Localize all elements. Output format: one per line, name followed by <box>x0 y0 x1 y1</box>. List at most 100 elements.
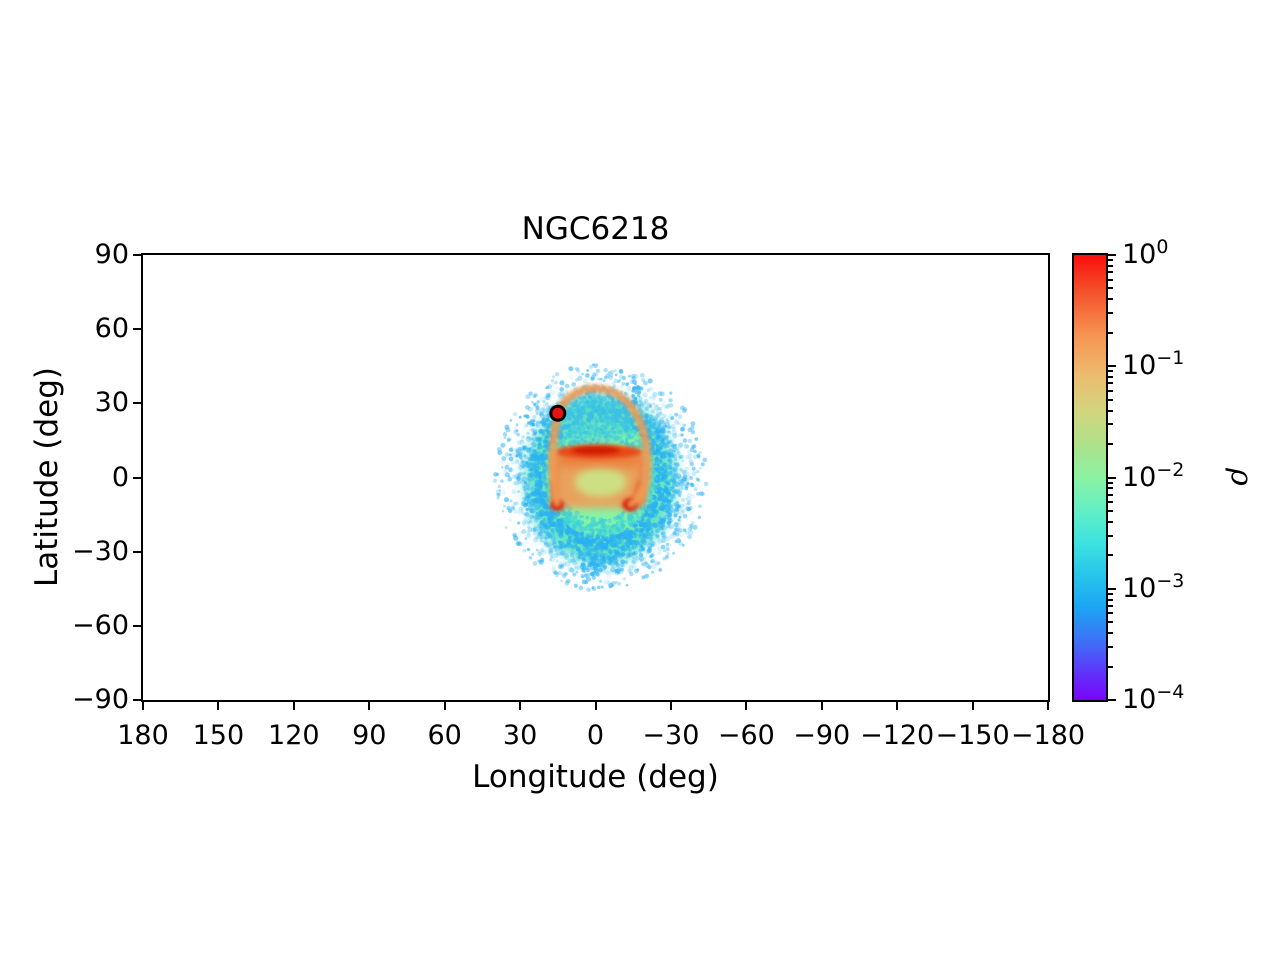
density-map <box>493 363 709 592</box>
colorbar-tick-base: 10 <box>1122 684 1157 715</box>
colorbar-minor-tick <box>1108 592 1113 595</box>
colorbar-tick-base: 10 <box>1122 239 1157 270</box>
x-tick-mark <box>368 702 371 710</box>
colorbar-minor-tick <box>1108 376 1113 379</box>
x-tick-label: −150 <box>935 720 1010 751</box>
colorbar-minor-tick <box>1108 509 1113 512</box>
x-tick-mark <box>669 702 672 710</box>
y-tick-mark <box>133 699 141 701</box>
x-tick-mark <box>217 702 220 710</box>
y-tick-label: 0 <box>111 461 129 493</box>
upper-caustic-band <box>555 444 642 468</box>
y-tick-mark <box>133 254 141 256</box>
x-tick-mark <box>896 702 899 710</box>
y-tick-label: 90 <box>94 239 129 270</box>
colorbar-minor-tick <box>1108 287 1113 290</box>
colorbar-minor-tick <box>1108 554 1113 557</box>
y-tick-label: −90 <box>72 684 129 715</box>
colorbar-minor-tick <box>1108 278 1113 281</box>
y-tick-label: −60 <box>72 609 129 641</box>
x-tick-mark <box>292 702 295 710</box>
plot-area <box>141 253 1050 702</box>
colorbar-tick-exponent: −4 <box>1156 681 1185 703</box>
colorbar-minor-tick <box>1108 370 1113 373</box>
colorbar-major-tick <box>1108 365 1116 368</box>
colorbar-major-tick <box>1108 587 1116 590</box>
colorbar-major-tick <box>1108 476 1116 479</box>
x-tick-label: 150 <box>192 720 245 751</box>
colorbar-label: ρ <box>1223 468 1259 486</box>
x-tick-label: 0 <box>586 720 605 751</box>
colorbar-minor-tick <box>1108 331 1113 334</box>
colorbar-minor-tick <box>1108 271 1113 274</box>
colorbar-tick-base: 10 <box>1122 572 1157 604</box>
colorbar <box>1072 253 1108 702</box>
colorbar-tick-label: 10−4 <box>1122 681 1185 717</box>
x-tick-label: −30 <box>642 720 700 751</box>
colorbar-minor-tick <box>1108 645 1113 648</box>
x-tick-label: 120 <box>268 720 320 751</box>
x-tick-label: 180 <box>117 720 169 751</box>
colorbar-minor-tick <box>1108 487 1113 490</box>
y-tick-mark <box>133 624 141 627</box>
colorbar-minor-tick <box>1108 621 1113 624</box>
colorbar-tick-exponent: −1 <box>1156 347 1185 370</box>
colorbar-tick-base: 10 <box>1122 350 1157 382</box>
colorbar-tick-label: 10−3 <box>1122 569 1185 606</box>
y-tick-label: −30 <box>72 535 129 567</box>
stream-arc <box>548 384 652 508</box>
x-tick-label: 30 <box>502 720 538 751</box>
colorbar-tick-label: 100 <box>1122 236 1169 272</box>
x-tick-label: −90 <box>793 720 851 751</box>
colorbar-minor-tick <box>1108 259 1113 262</box>
colorbar-minor-tick <box>1108 389 1113 392</box>
y-tick-label: 60 <box>94 313 129 345</box>
colorbar-minor-tick <box>1108 312 1113 315</box>
x-tick-mark <box>820 702 823 710</box>
x-tick-mark <box>594 702 597 710</box>
x-tick-mark <box>1047 702 1049 710</box>
colorbar-major-tick <box>1108 254 1116 256</box>
colorbar-minor-tick <box>1108 534 1113 537</box>
colorbar-tick-exponent: −2 <box>1156 458 1185 481</box>
y-tick-mark <box>133 476 141 479</box>
colorbar-minor-tick <box>1108 264 1113 267</box>
y-tick-mark <box>133 328 141 331</box>
colorbar-minor-tick <box>1108 298 1113 301</box>
colorbar-gradient <box>1074 255 1106 700</box>
colorbar-minor-tick <box>1108 665 1113 668</box>
colorbar-minor-tick <box>1108 423 1113 426</box>
x-tick-mark <box>142 702 144 710</box>
colorbar-minor-tick <box>1108 398 1113 401</box>
y-tick-mark <box>133 550 141 553</box>
x-tick-mark <box>443 702 446 710</box>
x-tick-mark <box>519 702 522 710</box>
x-tick-mark <box>971 702 974 710</box>
colorbar-minor-tick <box>1108 382 1113 385</box>
inner-arc-cool-patch <box>552 394 633 447</box>
colorbar-minor-tick <box>1108 443 1113 445</box>
colorbar-minor-tick <box>1108 604 1113 607</box>
colorbar-tick-base: 10 <box>1122 461 1157 493</box>
y-tick-mark <box>133 402 141 405</box>
colorbar-tick-label: 10−2 <box>1122 458 1185 495</box>
x-axis-label: Longitude (deg) <box>472 759 719 795</box>
y-tick-label: 30 <box>94 387 129 419</box>
x-tick-mark <box>745 702 748 710</box>
x-tick-label: 90 <box>352 720 387 751</box>
colorbar-minor-tick <box>1108 598 1113 601</box>
colorbar-minor-tick <box>1108 481 1113 484</box>
colorbar-tick-exponent: 0 <box>1156 236 1169 258</box>
plot-title: NGC6218 <box>521 211 670 247</box>
x-tick-label: −120 <box>860 720 935 751</box>
colorbar-minor-tick <box>1108 612 1113 615</box>
colorbar-tick-exponent: −3 <box>1156 569 1185 592</box>
x-tick-label: −60 <box>717 720 775 751</box>
colorbar-minor-tick <box>1108 632 1113 635</box>
colorbar-tick-label: 10−1 <box>1122 347 1185 383</box>
colorbar-minor-tick <box>1108 501 1113 504</box>
colorbar-major-tick <box>1108 699 1116 701</box>
x-tick-label: −180 <box>1010 720 1086 751</box>
x-tick-label: 60 <box>427 720 462 751</box>
